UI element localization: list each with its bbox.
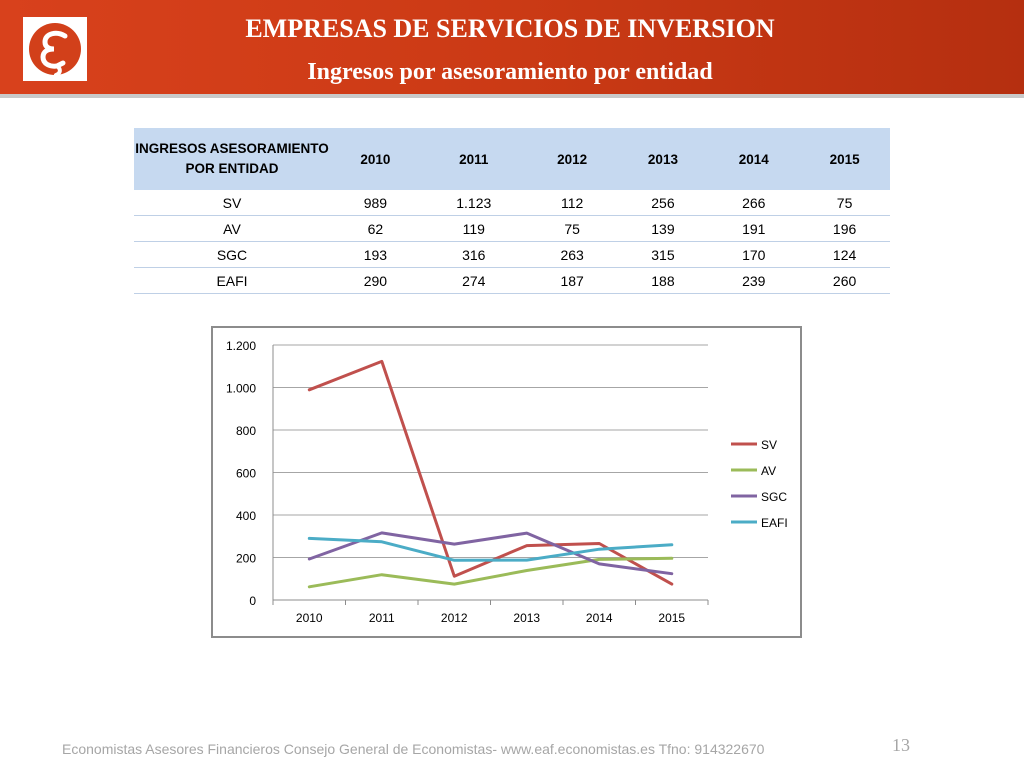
- table-row-label: EAFI: [134, 267, 330, 294]
- line-chart: 0 200 400 600 800 1.000 1.200 2010 2011 2012 2013 2…: [211, 326, 802, 638]
- income-table: INGRESOS ASESORAMIENTO POR ENTIDAD 2010 …: [134, 128, 890, 294]
- table-header-row: INGRESOS ASESORAMIENTO POR ENTIDAD 2010 …: [134, 128, 890, 190]
- legend-label-sv: SV: [761, 438, 777, 452]
- table-header-year: 2011: [420, 128, 527, 190]
- x-tick-label: 2015: [658, 611, 685, 625]
- table-cell: 119: [420, 215, 527, 242]
- table-cell: 274: [420, 267, 527, 294]
- x-tick-label: 2010: [296, 611, 323, 625]
- table-cell: 75: [799, 190, 890, 216]
- table-cell: 170: [708, 241, 800, 268]
- table-row-label: SV: [134, 190, 330, 216]
- table-row-label: AV: [134, 215, 330, 242]
- table-cell: 191: [708, 215, 800, 242]
- y-tick-label: 1.200: [226, 339, 256, 353]
- page-title: EMPRESAS DE SERVICIOS DE INVERSION: [245, 14, 775, 43]
- table-cell: 266: [708, 190, 800, 216]
- y-tick-label: 400: [236, 509, 256, 523]
- x-tick-label: 2012: [441, 611, 468, 625]
- table-row: EAFI 290 274 187 188 239 260: [134, 267, 890, 294]
- table-cell: 290: [330, 267, 421, 294]
- table-cell: 62: [330, 215, 421, 242]
- legend-label-eafi: EAFI: [761, 516, 788, 530]
- legend-label-av: AV: [761, 464, 776, 478]
- page-number: 13: [892, 735, 910, 755]
- eaf-logo-icon: [23, 17, 87, 81]
- table-cell: 1.123: [420, 190, 527, 216]
- table-cell: 187: [526, 267, 618, 294]
- table-header-year: 2012: [526, 128, 618, 190]
- y-tick-label: 200: [236, 552, 256, 566]
- table-cell: 124: [799, 241, 890, 268]
- footer-text: Economistas Asesores Financieros Consejo…: [62, 741, 765, 757]
- table-row: SGC 193 316 263 315 170 124: [134, 241, 890, 268]
- table-header-label-line1: INGRESOS ASESORAMIENTO: [135, 141, 329, 156]
- table-cell: 188: [617, 267, 709, 294]
- table-cell: 139: [617, 215, 709, 242]
- table-header-label-line2: POR ENTIDAD: [185, 161, 279, 176]
- y-tick-label: 600: [236, 467, 256, 481]
- table-header-year: 2010: [330, 128, 421, 190]
- page-subtitle: Ingresos por asesoramiento por entidad: [307, 59, 713, 85]
- table-header-year: 2014: [708, 128, 800, 190]
- table-cell: 75: [526, 215, 618, 242]
- table-cell: 239: [708, 267, 800, 294]
- legend-label-sgc: SGC: [761, 490, 787, 504]
- y-tick-label: 1.000: [226, 382, 256, 396]
- table-row: SV 989 1.123 112 256 266 75: [134, 190, 890, 216]
- series-line-eafi: [307, 536, 674, 562]
- y-tick-label: 0: [249, 594, 256, 608]
- header-divider: [0, 94, 1024, 98]
- x-tick-label: 2011: [369, 611, 395, 625]
- table-header-year: 2015: [799, 128, 890, 190]
- table-header-label: INGRESOS ASESORAMIENTO POR ENTIDAD: [134, 128, 330, 190]
- table-cell: 316: [420, 241, 527, 268]
- table-header-year: 2013: [617, 128, 709, 190]
- x-tick-label: 2013: [513, 611, 540, 625]
- table-cell: 193: [330, 241, 421, 268]
- table-cell: 112: [526, 190, 618, 216]
- table-row: AV 62 119 75 139 191 196: [134, 215, 890, 242]
- series-line-sgc: [307, 531, 674, 576]
- line-chart-svg: 0 200 400 600 800 1.000 1.200 2010 2011 2012 2013 2…: [226, 339, 788, 625]
- table-cell: 256: [617, 190, 709, 216]
- table-cell: 263: [526, 241, 618, 268]
- table-cell: 196: [799, 215, 890, 242]
- table-cell: 989: [330, 190, 421, 216]
- x-tick-label: 2014: [586, 611, 613, 625]
- series-line-av: [307, 556, 674, 589]
- y-tick-label: 800: [236, 424, 256, 438]
- table-cell: 315: [617, 241, 709, 268]
- table-cell: 260: [799, 267, 890, 294]
- table-row-label: SGC: [134, 241, 330, 268]
- header-bar: [0, 0, 1024, 94]
